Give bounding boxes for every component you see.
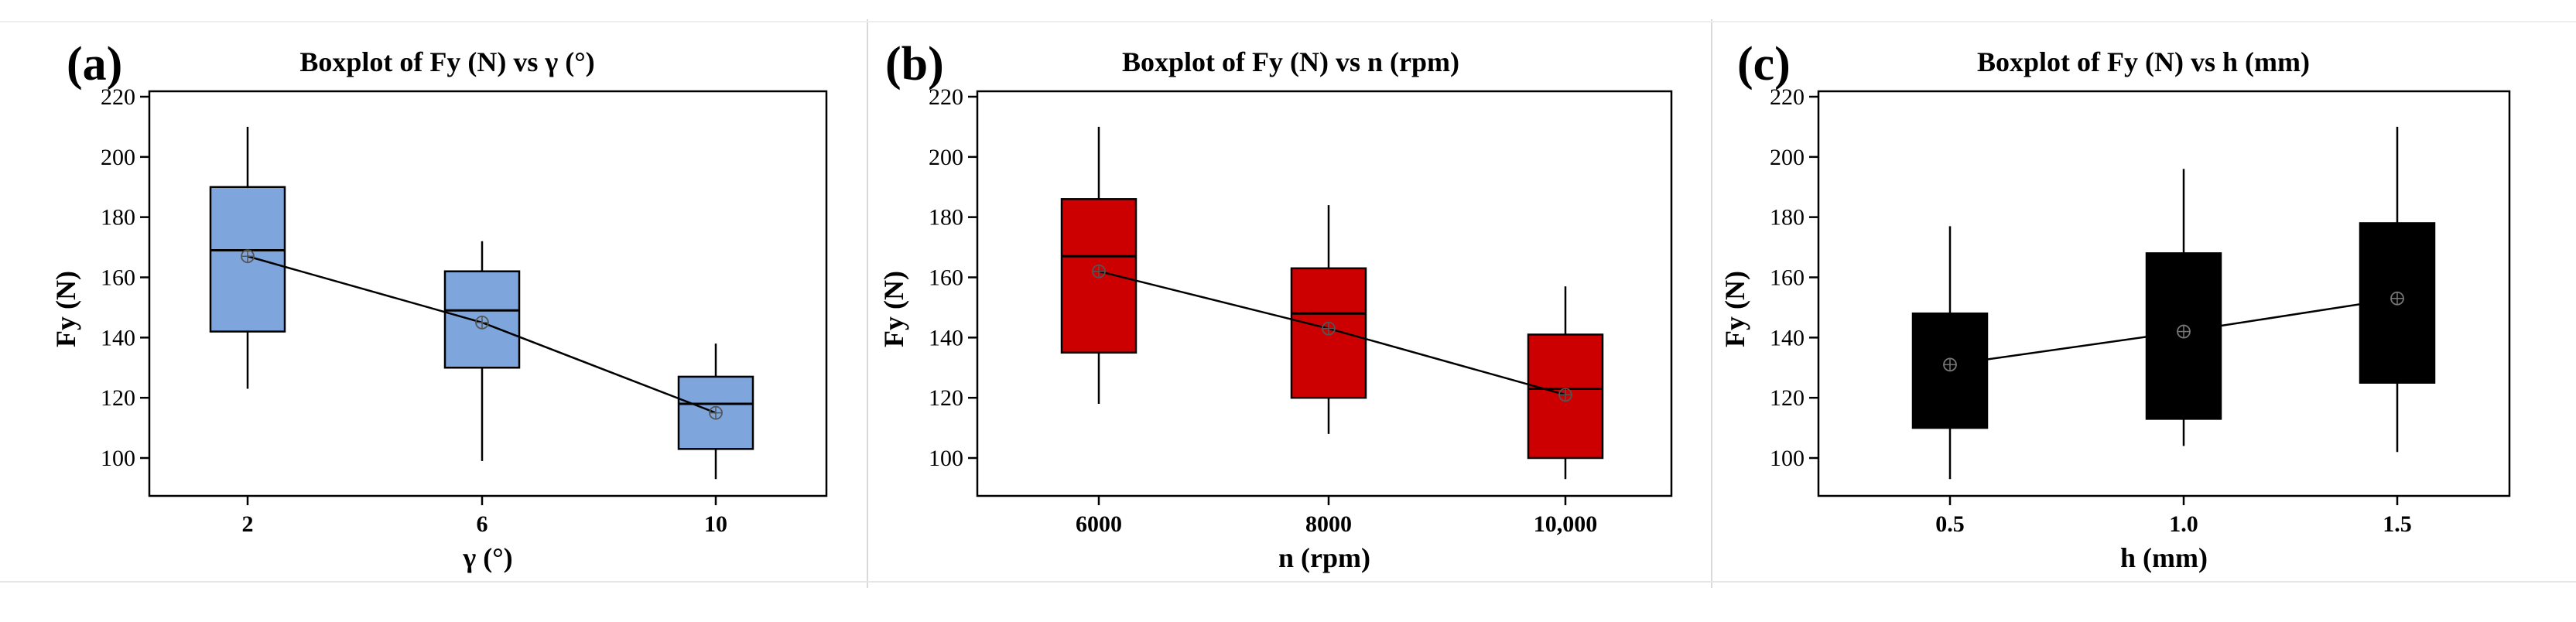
mean-symbol [1322, 321, 1336, 336]
chart-panel-3: (c) Boxplot of Fy (N) vs h (mm) 100 120 140 1… [1719, 38, 2511, 573]
panel-letter: (c) [1737, 38, 1791, 91]
plot-frame [148, 90, 828, 497]
y-tick-label: 180 [1770, 205, 1805, 231]
y-tick-label: 100 [1770, 446, 1805, 471]
x-tick-label: 10,000 [1534, 511, 1598, 537]
y-tick-label: 220 [1770, 84, 1805, 110]
mean-symbol [2177, 324, 2191, 339]
y-tick-label: 220 [929, 84, 963, 110]
y-axis-label: Fy (N) [878, 271, 909, 347]
y-tick-label: 180 [929, 205, 963, 231]
y-tick-label: 120 [1770, 385, 1805, 411]
mean-symbol [241, 249, 255, 264]
x-tick-label: 1.5 [2383, 511, 2412, 537]
chart-title: Boxplot of Fy (N) vs n (rpm) [1122, 46, 1459, 77]
y-tick-label: 200 [929, 145, 963, 170]
y-tick-label: 160 [1770, 265, 1805, 291]
mean-symbol [475, 315, 489, 330]
x-axis-label: γ (°) [462, 542, 512, 573]
chart-panel-1: (a) Boxplot of Fy (N) vs γ (°) 100 120 140 16… [50, 38, 828, 573]
plot-frame [976, 90, 1673, 497]
plot-frame [1817, 90, 2511, 497]
y-tick-label: 100 [929, 446, 963, 471]
y-tick-label: 100 [101, 446, 135, 471]
mean-symbol [1558, 388, 1572, 402]
y-tick-label: 160 [101, 265, 135, 291]
x-tick-label: 0.5 [1935, 511, 1965, 537]
y-tick-label: 180 [101, 205, 135, 231]
mean-symbol [1092, 264, 1106, 279]
panel-letter: (b) [885, 38, 944, 91]
y-tick-label: 120 [101, 385, 135, 411]
x-axis-label: h (mm) [2120, 542, 2208, 573]
y-tick-label: 140 [1770, 325, 1805, 350]
chart-title: Boxplot of Fy (N) vs γ (°) [299, 46, 594, 77]
y-tick-label: 140 [929, 325, 963, 350]
mean-symbol [2390, 291, 2404, 306]
panel-letter: (a) [67, 38, 122, 91]
box [1060, 198, 1137, 354]
y-tick-label: 220 [101, 84, 135, 110]
x-tick-label: 6000 [1076, 511, 1122, 537]
y-tick-label: 200 [101, 145, 135, 170]
y-axis-label: Fy (N) [50, 271, 81, 347]
chart-panel-2: (b) Boxplot of Fy (N) vs n (rpm) 100 120 140… [878, 38, 1673, 573]
x-tick-label: 1.0 [2169, 511, 2198, 537]
mean-symbol [709, 405, 723, 420]
y-axis-label: Fy (N) [1719, 271, 1750, 347]
box [677, 375, 754, 450]
x-axis-label: n (rpm) [1278, 542, 1370, 573]
x-tick-label: 10 [704, 511, 727, 537]
x-tick-label: 8000 [1305, 511, 1352, 537]
y-tick-label: 160 [929, 265, 963, 291]
x-tick-label: 6 [477, 511, 488, 537]
y-tick-label: 120 [929, 385, 963, 411]
mean-symbol [1943, 357, 1957, 372]
chart-title: Boxplot of Fy (N) vs h (mm) [1977, 46, 2310, 77]
y-tick-label: 200 [1770, 145, 1805, 170]
x-tick-label: 2 [242, 511, 254, 537]
y-tick-label: 140 [101, 325, 135, 350]
